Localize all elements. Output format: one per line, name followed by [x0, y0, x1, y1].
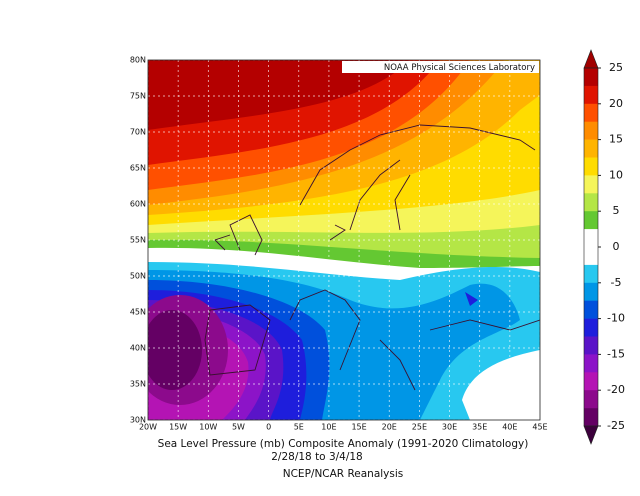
caption-title: Sea Level Pressure (mb) Composite Anomal… — [158, 438, 529, 450]
colorbar-band — [584, 354, 598, 373]
colorbar-band — [584, 175, 598, 194]
x-tick-label: 20E — [382, 423, 397, 432]
colorbar-label: -25 — [607, 419, 625, 432]
colorbar-label: -10 — [607, 312, 625, 325]
y-tick-label: 35N — [130, 380, 146, 389]
colorbar-label: -15 — [607, 347, 625, 360]
colorbar-band — [584, 408, 598, 427]
colorbar-label: 0 — [613, 240, 620, 253]
x-tick-label: 45E — [532, 423, 547, 432]
y-tick-label: 55N — [130, 236, 146, 245]
x-tick-label: 35E — [472, 423, 487, 432]
anomaly-field — [148, 60, 540, 420]
y-tick-label: 75N — [130, 92, 146, 101]
colorbar-band — [584, 318, 598, 337]
colorbar-label: 15 — [609, 133, 623, 146]
colorbar-band — [584, 121, 598, 140]
colorbar-band — [584, 247, 598, 266]
colorbar-label: -5 — [611, 276, 622, 289]
x-tick-label: 40E — [502, 423, 517, 432]
credit-box — [342, 61, 539, 73]
colorbar-label: 10 — [609, 168, 623, 181]
y-tick-label: 30N — [130, 416, 146, 425]
colorbar-band — [584, 336, 598, 355]
colorbar-band — [584, 229, 598, 248]
x-tick-label: 25E — [412, 423, 427, 432]
colorbar-arrow-top — [583, 49, 599, 69]
colorbar-band — [584, 103, 598, 122]
x-tick-label: 10E — [321, 423, 336, 432]
colorbar-band — [584, 264, 598, 284]
colorbar-band — [584, 300, 598, 319]
colorbar: 25 20 15 10 5 0 -5 -10 -15 -20 -25 — [583, 49, 625, 445]
colorbar-label: 20 — [609, 97, 623, 110]
x-tick-label: 0 — [266, 423, 271, 432]
caption-source: NCEP/NCAR Reanalysis — [283, 468, 404, 480]
colorbar-label: 25 — [609, 61, 623, 74]
caption-dates: 2/28/18 to 3/4/18 — [271, 451, 363, 463]
y-tick-label: 80N — [130, 56, 146, 65]
colorbar-band — [584, 282, 598, 301]
x-tick-label: 20W — [139, 423, 157, 432]
colorbar-band — [584, 68, 598, 87]
x-tick-label: 15E — [351, 423, 366, 432]
x-tick-label: 5E — [294, 423, 304, 432]
colorbar-band — [584, 157, 598, 176]
x-tick-label: 10W — [199, 423, 217, 432]
colorbar-band — [584, 390, 598, 409]
y-tick-label: 45N — [130, 308, 146, 317]
colorbar-arrow-bottom — [583, 425, 599, 445]
colorbar-label: -20 — [607, 383, 625, 396]
colorbar-band — [584, 85, 598, 105]
x-tick-label: 15W — [169, 423, 187, 432]
x-tick-label: 30E — [442, 423, 457, 432]
y-tick-label: 60N — [130, 200, 146, 209]
y-tick-label: 70N — [130, 128, 146, 137]
colorbar-band — [584, 372, 598, 391]
credit: NOAA Physical Sciences Laboratory — [384, 63, 535, 73]
colorbar-band — [584, 193, 598, 212]
colorbar-label: 5 — [613, 204, 620, 217]
y-tick-label: 50N — [130, 272, 146, 281]
x-tick-label: 5W — [232, 423, 245, 432]
colorbar-band — [584, 139, 598, 158]
y-tick-label: 40N — [130, 344, 146, 353]
map-frame — [147, 59, 541, 421]
colorbar-band — [584, 211, 598, 230]
y-tick-label: 65N — [130, 164, 146, 173]
